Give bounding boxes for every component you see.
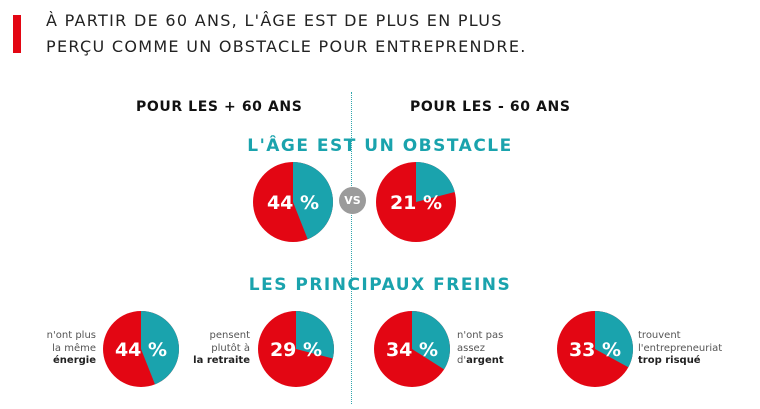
caption-risque-bold: trop risqué <box>638 355 701 366</box>
pie-value-label: 34 % <box>386 339 438 361</box>
pie-value-label: 44 % <box>267 192 319 214</box>
pie-slice-value <box>296 311 334 359</box>
caption-energie-text: n'ont plus la même <box>46 330 96 354</box>
section-title-obstacle: L'ÂGE EST UN OBSTACLE <box>247 136 513 156</box>
pie-value-label: 29 % <box>270 339 322 361</box>
pie-frein-risque: 33 % <box>557 311 633 387</box>
accent-bar <box>13 15 21 53</box>
pie-frein-energie: 44 % <box>103 311 179 387</box>
column-header-under-60: POUR LES - 60 ANS <box>410 99 571 115</box>
caption-risque: trouvent l'entrepreneuriat trop risqué <box>638 330 722 368</box>
caption-argent-bold: argent <box>466 355 504 366</box>
pie-slice-value <box>412 311 450 370</box>
caption-energie-bold: énergie <box>53 355 96 366</box>
caption-energie: n'ont plus la même énergie <box>47 330 96 368</box>
column-divider <box>351 92 352 404</box>
caption-risque-text: trouvent l'entrepreneuriat <box>638 330 723 354</box>
pie-value-label: 21 % <box>390 192 442 214</box>
pie-value-label: 33 % <box>569 339 621 361</box>
caption-retraite-bold: la retraite <box>193 355 250 366</box>
pie-slice-value <box>293 162 333 240</box>
pie-frein-retraite: 29 % <box>258 311 334 387</box>
pie-slice-value <box>416 162 455 202</box>
pie-value-label: 44 % <box>115 339 167 361</box>
page-title-line-2: PERÇU COMME UN OBSTACLE POUR ENTREPRENDR… <box>46 37 527 56</box>
caption-retraite-text: pensent plutôt à <box>209 330 250 354</box>
pie-frein-argent: 34 % <box>374 311 450 387</box>
column-header-over-60: POUR LES + 60 ANS <box>136 99 303 115</box>
pie-obstacle-under-60: 21 % <box>376 162 456 242</box>
caption-argent-text: n'ont pas assez d' <box>457 330 504 366</box>
page-title-line-1: À PARTIR DE 60 ANS, L'ÂGE EST DE PLUS EN… <box>46 11 503 30</box>
section-title-freins: LES PRINCIPAUX FREINS <box>248 275 512 295</box>
caption-argent: n'ont pas assez d'argent <box>457 330 504 368</box>
pie-slice-value <box>595 311 633 368</box>
caption-retraite: pensent plutôt à la retraite <box>193 330 250 368</box>
vs-badge: VS <box>339 187 366 214</box>
pie-slice-value <box>141 311 179 385</box>
pie-obstacle-over-60: 44 % <box>253 162 333 242</box>
